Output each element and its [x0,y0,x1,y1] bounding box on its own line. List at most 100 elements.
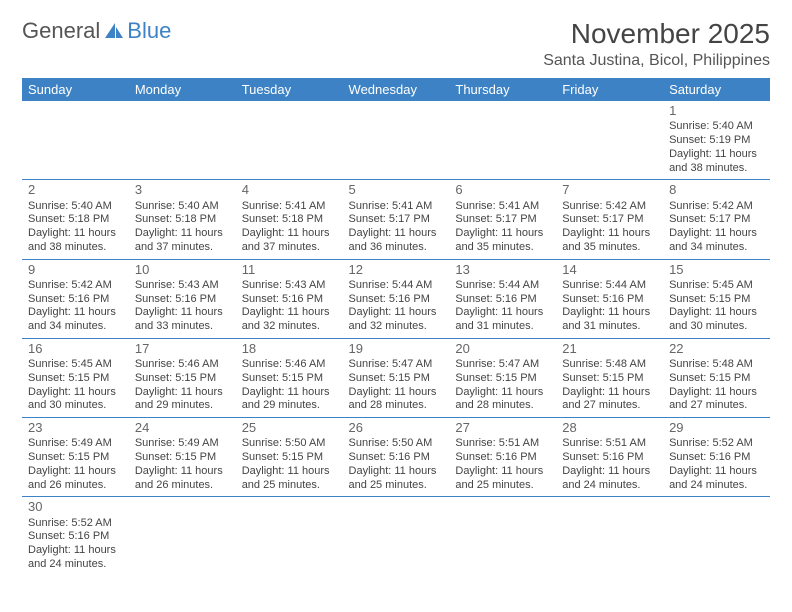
sunset-text: Sunset: 5:17 PM [669,213,764,227]
sunrise-text: Sunrise: 5:50 AM [349,437,444,451]
weekday-header: Sunday [22,78,129,101]
day-cell: 21Sunrise: 5:48 AMSunset: 5:15 PMDayligh… [556,338,663,417]
week-row: 2Sunrise: 5:40 AMSunset: 5:18 PMDaylight… [22,180,770,259]
sunrise-text: Sunrise: 5:43 AM [135,279,230,293]
day-cell: 18Sunrise: 5:46 AMSunset: 5:15 PMDayligh… [236,338,343,417]
sunrise-text: Sunrise: 5:42 AM [669,200,764,214]
sunrise-text: Sunrise: 5:47 AM [455,358,550,372]
day-number: 10 [135,262,230,278]
day-cell: 27Sunrise: 5:51 AMSunset: 5:16 PMDayligh… [449,418,556,497]
day-number: 28 [562,420,657,436]
day-cell [449,497,556,576]
sunrise-text: Sunrise: 5:52 AM [28,517,123,531]
daylight-text: Daylight: 11 hours and 27 minutes. [669,386,764,414]
sunset-text: Sunset: 5:16 PM [28,530,123,544]
day-number: 9 [28,262,123,278]
sunset-text: Sunset: 5:15 PM [669,372,764,386]
daylight-text: Daylight: 11 hours and 29 minutes. [242,386,337,414]
calendar-page: General Blue November 2025 Santa Justina… [0,0,792,612]
daylight-text: Daylight: 11 hours and 34 minutes. [669,227,764,255]
daylight-text: Daylight: 11 hours and 29 minutes. [135,386,230,414]
day-cell: 14Sunrise: 5:44 AMSunset: 5:16 PMDayligh… [556,259,663,338]
weekday-header: Wednesday [343,78,450,101]
day-cell [22,101,129,180]
sunrise-text: Sunrise: 5:40 AM [28,200,123,214]
day-number: 1 [669,103,764,119]
sunset-text: Sunset: 5:16 PM [242,293,337,307]
day-number: 23 [28,420,123,436]
day-cell: 2Sunrise: 5:40 AMSunset: 5:18 PMDaylight… [22,180,129,259]
day-number: 8 [669,182,764,198]
daylight-text: Daylight: 11 hours and 24 minutes. [562,465,657,493]
sunrise-text: Sunrise: 5:49 AM [28,437,123,451]
daylight-text: Daylight: 11 hours and 32 minutes. [242,306,337,334]
day-cell: 3Sunrise: 5:40 AMSunset: 5:18 PMDaylight… [129,180,236,259]
sunset-text: Sunset: 5:16 PM [562,451,657,465]
sunrise-text: Sunrise: 5:40 AM [135,200,230,214]
daylight-text: Daylight: 11 hours and 37 minutes. [242,227,337,255]
day-cell: 7Sunrise: 5:42 AMSunset: 5:17 PMDaylight… [556,180,663,259]
day-cell: 8 Sunrise: 5:42 AMSunset: 5:17 PMDaylight… [663,180,770,259]
week-row: 30Sunrise: 5:52 AMSunset: 5:16 PMDayligh… [22,497,770,576]
daylight-text: Daylight: 11 hours and 26 minutes. [135,465,230,493]
day-number: 19 [349,341,444,357]
sunrise-text: Sunrise: 5:44 AM [349,279,444,293]
sunset-text: Sunset: 5:18 PM [135,213,230,227]
sunrise-text: Sunrise: 5:47 AM [349,358,444,372]
daylight-text: Daylight: 11 hours and 24 minutes. [669,465,764,493]
day-number: 5 [349,182,444,198]
sunrise-text: Sunrise: 5:51 AM [455,437,550,451]
day-cell [556,497,663,576]
sunrise-text: Sunrise: 5:51 AM [562,437,657,451]
day-cell [129,497,236,576]
logo: General Blue [22,18,171,44]
day-number: 12 [349,262,444,278]
logo-text-2: Blue [127,18,171,44]
sunset-text: Sunset: 5:16 PM [28,293,123,307]
logo-text-1: General [22,18,100,44]
day-cell: 23Sunrise: 5:49 AMSunset: 5:15 PMDayligh… [22,418,129,497]
sunset-text: Sunset: 5:17 PM [455,213,550,227]
sunrise-text: Sunrise: 5:42 AM [562,200,657,214]
sunset-text: Sunset: 5:15 PM [242,451,337,465]
sunset-text: Sunset: 5:16 PM [349,451,444,465]
day-number: 2 [28,182,123,198]
sunrise-text: Sunrise: 5:40 AM [669,120,764,134]
weekday-header: Thursday [449,78,556,101]
day-cell [449,101,556,180]
daylight-text: Daylight: 11 hours and 27 minutes. [562,386,657,414]
day-cell: 19Sunrise: 5:47 AMSunset: 5:15 PMDayligh… [343,338,450,417]
daylight-text: Daylight: 11 hours and 33 minutes. [135,306,230,334]
day-cell: 5 Sunrise: 5:41 AMSunset: 5:17 PMDaylight… [343,180,450,259]
day-cell: 26Sunrise: 5:50 AMSunset: 5:16 PMDayligh… [343,418,450,497]
weekday-header: Monday [129,78,236,101]
daylight-text: Daylight: 11 hours and 25 minutes. [242,465,337,493]
day-number: 18 [242,341,337,357]
week-row: 16Sunrise: 5:45 AMSunset: 5:15 PMDayligh… [22,338,770,417]
day-number: 13 [455,262,550,278]
day-number: 11 [242,262,337,278]
sunrise-text: Sunrise: 5:46 AM [135,358,230,372]
day-cell: 24Sunrise: 5:49 AMSunset: 5:15 PMDayligh… [129,418,236,497]
day-cell: 28Sunrise: 5:51 AMSunset: 5:16 PMDayligh… [556,418,663,497]
sunrise-text: Sunrise: 5:44 AM [455,279,550,293]
weekday-header: Tuesday [236,78,343,101]
weekday-header: Saturday [663,78,770,101]
day-cell [343,497,450,576]
day-cell [343,101,450,180]
sunset-text: Sunset: 5:17 PM [349,213,444,227]
sunrise-text: Sunrise: 5:41 AM [349,200,444,214]
daylight-text: Daylight: 11 hours and 36 minutes. [349,227,444,255]
daylight-text: Daylight: 11 hours and 35 minutes. [562,227,657,255]
month-title: November 2025 [543,18,770,50]
day-cell [663,497,770,576]
day-number: 29 [669,420,764,436]
sunset-text: Sunset: 5:15 PM [135,451,230,465]
sunset-text: Sunset: 5:15 PM [349,372,444,386]
day-number: 6 [455,182,550,198]
day-number: 25 [242,420,337,436]
daylight-text: Daylight: 11 hours and 26 minutes. [28,465,123,493]
day-cell: 10Sunrise: 5:43 AMSunset: 5:16 PMDayligh… [129,259,236,338]
day-cell: 15Sunrise: 5:45 AMSunset: 5:15 PMDayligh… [663,259,770,338]
calendar-table: Sunday Monday Tuesday Wednesday Thursday… [22,78,770,576]
